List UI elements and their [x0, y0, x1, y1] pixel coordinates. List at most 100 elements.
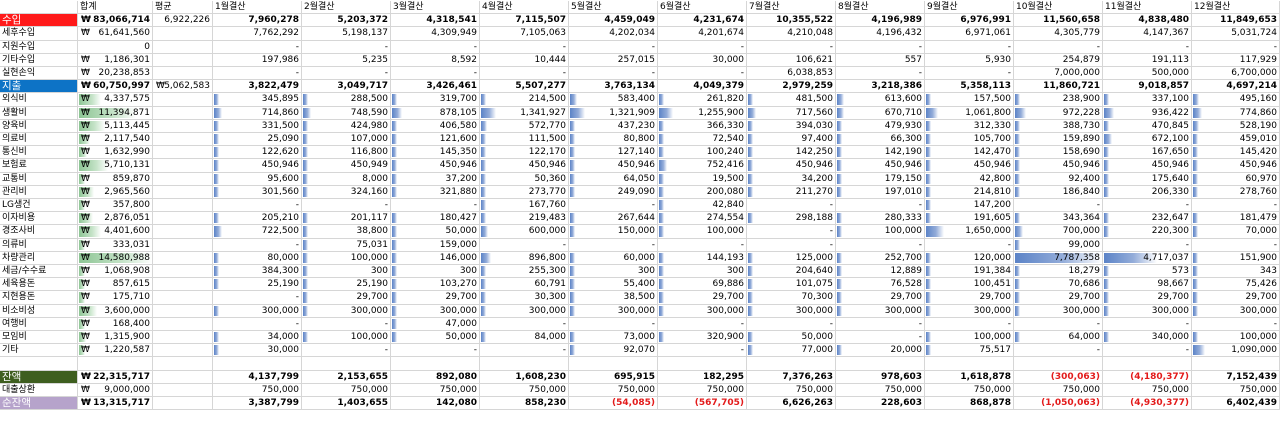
- month-cell[interactable]: 7,115,507: [480, 14, 569, 28]
- month-cell[interactable]: 450,946: [1192, 159, 1280, 173]
- row-label[interactable]: 잔액: [0, 370, 78, 384]
- month-cell[interactable]: 300,000: [747, 304, 836, 318]
- row-label[interactable]: 통신비: [0, 146, 78, 160]
- month-cell[interactable]: 11,849,653: [1192, 14, 1280, 28]
- month-cell[interactable]: 42,840: [658, 199, 747, 213]
- month-cell[interactable]: 214,500: [480, 93, 569, 107]
- total-cell[interactable]: 13,315,717 ₩: [78, 397, 153, 411]
- month-cell[interactable]: 273,770: [480, 185, 569, 199]
- month-cell[interactable]: 481,500: [747, 93, 836, 107]
- month-cell[interactable]: 300,000: [302, 304, 391, 318]
- month-cell[interactable]: -: [569, 238, 658, 252]
- month-cell[interactable]: 55,400: [569, 278, 658, 292]
- month-cell[interactable]: [1192, 357, 1280, 371]
- average-cell[interactable]: [153, 291, 213, 305]
- month-cell[interactable]: 388,730: [1014, 119, 1103, 133]
- month-cell[interactable]: 30,000: [658, 53, 747, 67]
- month-cell[interactable]: -: [569, 67, 658, 81]
- month-cell[interactable]: 752,416: [658, 159, 747, 173]
- month-cell[interactable]: 450,946: [1103, 159, 1192, 173]
- header-month[interactable]: 3월결산: [391, 1, 480, 15]
- month-cell[interactable]: -: [302, 67, 391, 81]
- row-label[interactable]: 의료비: [0, 133, 78, 147]
- row-label[interactable]: 세육용돈: [0, 278, 78, 292]
- month-cell[interactable]: 6,626,263: [747, 397, 836, 411]
- month-cell[interactable]: 77,000: [747, 344, 836, 358]
- month-cell[interactable]: 3,822,479: [213, 80, 302, 94]
- month-cell[interactable]: 92,400: [1014, 172, 1103, 186]
- month-cell[interactable]: 8,592: [391, 53, 480, 67]
- month-cell[interactable]: 167,760: [480, 199, 569, 213]
- month-cell[interactable]: 181,479: [1192, 212, 1280, 226]
- month-cell[interactable]: 80,000: [213, 251, 302, 265]
- month-cell[interactable]: 450,946: [213, 159, 302, 173]
- average-cell[interactable]: [153, 159, 213, 173]
- month-cell[interactable]: (4,180,377): [1103, 370, 1192, 384]
- month-cell[interactable]: 158,690: [1014, 146, 1103, 160]
- row-label[interactable]: [0, 357, 78, 371]
- month-cell[interactable]: [1103, 357, 1192, 371]
- header-month[interactable]: 4월결산: [480, 1, 569, 15]
- month-cell[interactable]: (300,063): [1014, 370, 1103, 384]
- total-cell[interactable]: 22,315,717 ₩: [78, 370, 153, 384]
- total-cell[interactable]: 1,220,587 ₩: [78, 344, 153, 358]
- month-cell[interactable]: -: [1192, 317, 1280, 331]
- month-cell[interactable]: 301,560: [213, 185, 302, 199]
- row-label[interactable]: 외식비: [0, 93, 78, 107]
- month-cell[interactable]: 5,930: [925, 53, 1014, 67]
- month-cell[interactable]: 261,820: [658, 93, 747, 107]
- month-cell[interactable]: 300: [302, 265, 391, 279]
- month-cell[interactable]: 878,105: [391, 106, 480, 120]
- month-cell[interactable]: 175,640: [1103, 172, 1192, 186]
- month-cell[interactable]: 64,000: [1014, 331, 1103, 345]
- month-cell[interactable]: 300,000: [925, 304, 1014, 318]
- month-cell[interactable]: 4,309,949: [391, 27, 480, 41]
- month-cell[interactable]: 300: [569, 265, 658, 279]
- month-cell[interactable]: 7,152,439: [1192, 370, 1280, 384]
- month-cell[interactable]: 30,300: [480, 291, 569, 305]
- average-cell[interactable]: [153, 397, 213, 411]
- month-cell[interactable]: 64,050: [569, 172, 658, 186]
- average-cell[interactable]: [153, 146, 213, 160]
- average-cell[interactable]: [153, 199, 213, 213]
- month-cell[interactable]: 95,600: [213, 172, 302, 186]
- month-cell[interactable]: 111,500: [480, 133, 569, 147]
- month-cell[interactable]: 406,580: [391, 119, 480, 133]
- month-cell[interactable]: 717,560: [747, 106, 836, 120]
- month-cell[interactable]: 1,608,230: [480, 370, 569, 384]
- month-cell[interactable]: 7,105,063: [480, 27, 569, 41]
- month-cell[interactable]: 750,000: [1014, 383, 1103, 397]
- month-cell[interactable]: 75,517: [925, 344, 1014, 358]
- month-cell[interactable]: 100,000: [302, 251, 391, 265]
- month-cell[interactable]: 312,330: [925, 119, 1014, 133]
- total-cell[interactable]: 11,394,871 ₩: [78, 106, 153, 120]
- total-cell[interactable]: 9,000,000 ₩: [78, 383, 153, 397]
- month-cell[interactable]: 157,500: [925, 93, 1014, 107]
- average-cell[interactable]: [153, 238, 213, 252]
- month-cell[interactable]: 29,700: [1192, 291, 1280, 305]
- month-cell[interactable]: 4,717,037: [1103, 251, 1192, 265]
- month-cell[interactable]: 4,838,480: [1103, 14, 1192, 28]
- month-cell[interactable]: -: [1192, 40, 1280, 54]
- month-cell[interactable]: (4,930,377): [1103, 397, 1192, 411]
- month-cell[interactable]: 450,946: [391, 159, 480, 173]
- month-cell[interactable]: 75,031: [302, 238, 391, 252]
- month-cell[interactable]: 145,420: [1192, 146, 1280, 160]
- total-cell[interactable]: 1,186,301 ₩: [78, 53, 153, 67]
- month-cell[interactable]: 2,979,259: [747, 80, 836, 94]
- month-cell[interactable]: 214,810: [925, 185, 1014, 199]
- header-month[interactable]: 10월결산: [1014, 1, 1103, 15]
- total-cell[interactable]: 4,401,600 ₩: [78, 225, 153, 239]
- month-cell[interactable]: 145,350: [391, 146, 480, 160]
- month-cell[interactable]: 232,647: [1103, 212, 1192, 226]
- month-cell[interactable]: -: [213, 291, 302, 305]
- month-cell[interactable]: 29,700: [836, 291, 925, 305]
- month-cell[interactable]: 20,000: [836, 344, 925, 358]
- month-cell[interactable]: -: [1014, 317, 1103, 331]
- month-cell[interactable]: 695,915: [569, 370, 658, 384]
- month-cell[interactable]: 5,198,137: [302, 27, 391, 41]
- month-cell[interactable]: 197,010: [836, 185, 925, 199]
- month-cell[interactable]: 4,318,541: [391, 14, 480, 28]
- month-cell[interactable]: -: [658, 67, 747, 81]
- month-cell[interactable]: 1,618,878: [925, 370, 1014, 384]
